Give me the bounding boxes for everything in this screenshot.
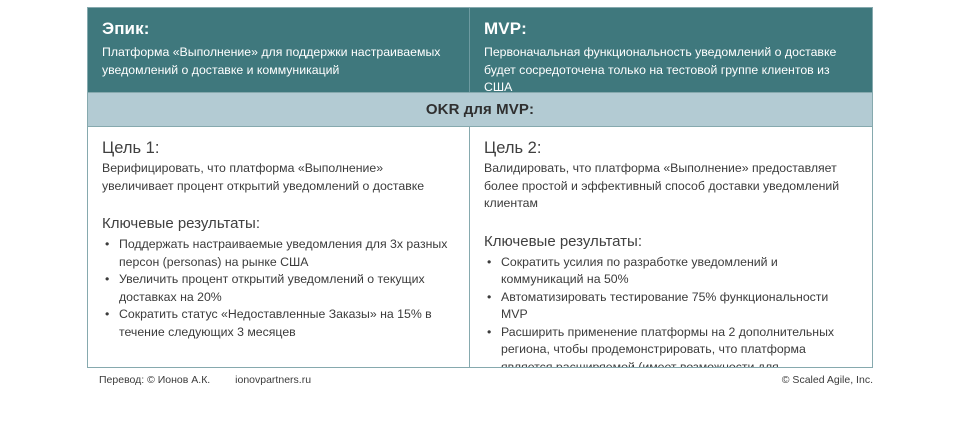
bullet-icon: • bbox=[487, 324, 492, 339]
goal-1-key-results-list: • Поддержать настраиваемые уведомления д… bbox=[102, 236, 453, 341]
mvp-body: Первоначальная функциональность уведомле… bbox=[484, 45, 837, 92]
goal-2-title: Цель 2: bbox=[484, 139, 542, 157]
epic-cell: Эпик: Платформа «Выполнение» для поддерж… bbox=[88, 8, 470, 92]
okr-banner-label: OKR для MVP: bbox=[425, 101, 535, 118]
list-item: • Увеличить процент открытий уведомлений… bbox=[102, 271, 453, 306]
mvp-title: MVP: bbox=[484, 19, 527, 38]
okr-banner: OKR для MVP: bbox=[88, 92, 872, 127]
bullet-icon: • bbox=[487, 289, 492, 304]
bullet-icon: • bbox=[105, 307, 110, 321]
footer-copyright: © Scaled Agile, Inc. bbox=[781, 374, 873, 386]
bullet-icon: • bbox=[105, 272, 110, 286]
translator-site: ionovpartners.ru bbox=[235, 374, 312, 386]
footer-translation-credit: Перевод: © Ионов А.К. ionovpartners.ru bbox=[99, 374, 311, 386]
list-item-text: Поддержать настраиваемые уведомления для… bbox=[119, 237, 448, 269]
mvp-cell: MVP: Первоначальная функциональность уве… bbox=[470, 8, 872, 92]
goal-1-cell: Цель 1: Верифицировать, что платформа «В… bbox=[88, 127, 470, 367]
epic-body: Платформа «Выполнение» для поддержки нас… bbox=[102, 45, 441, 77]
list-item: • Поддержать настраиваемые уведомления д… bbox=[102, 236, 453, 271]
list-item-text: Расширить применение платформы на 2 допо… bbox=[501, 324, 835, 368]
list-item-text: Увеличить процент открытий уведомлений о… bbox=[119, 272, 425, 304]
goal-1-title: Цель 1: bbox=[102, 139, 160, 157]
goals-row: Цель 1: Верифицировать, что платформа «В… bbox=[88, 127, 872, 367]
list-item: • Сократить усилия по разработке уведомл… bbox=[484, 254, 856, 289]
okr-table: Эпик: Платформа «Выполнение» для поддерж… bbox=[87, 7, 873, 368]
goal-2-key-results-list: • Сократить усилия по разработке уведомл… bbox=[484, 254, 856, 368]
goal-2-key-results-title: Ключевые результаты: bbox=[484, 232, 642, 250]
goal-1-key-results-title: Ключевые результаты: bbox=[102, 215, 260, 232]
goal-1-description: Верифицировать, что платформа «Выполнени… bbox=[102, 161, 425, 193]
list-item: • Сократить статус «Недоставленные Заказ… bbox=[102, 306, 453, 341]
list-item: • Расширить применение платформы на 2 до… bbox=[484, 324, 856, 368]
goal-2-cell: Цель 2: Валидировать, что платформа «Вып… bbox=[470, 127, 872, 367]
epic-title: Эпик: bbox=[102, 19, 150, 38]
goal-2-description: Валидировать, что платформа «Выполнение»… bbox=[484, 161, 840, 210]
epic-mvp-row: Эпик: Платформа «Выполнение» для поддерж… bbox=[88, 8, 872, 92]
bullet-icon: • bbox=[487, 254, 492, 269]
bullet-icon: • bbox=[105, 237, 110, 251]
list-item: • Автоматизировать тестирование 75% функ… bbox=[484, 289, 856, 324]
list-item-text: Автоматизировать тестирование 75% функци… bbox=[501, 289, 829, 322]
translator-label: Перевод: © Ионов А.К. bbox=[99, 374, 211, 386]
list-item-text: Сократить усилия по разработке уведомлен… bbox=[501, 254, 778, 287]
list-item-text: Сократить статус «Недоставленные Заказы»… bbox=[119, 307, 432, 339]
